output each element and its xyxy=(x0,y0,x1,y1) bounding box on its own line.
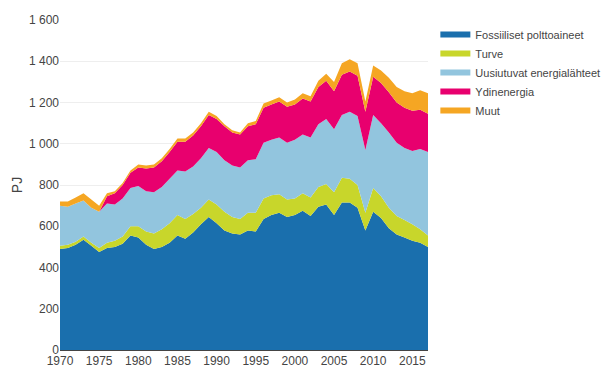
svg-text:600: 600 xyxy=(39,219,59,233)
svg-text:800: 800 xyxy=(39,178,59,192)
svg-text:2010: 2010 xyxy=(360,354,387,368)
svg-text:1970: 1970 xyxy=(47,354,74,368)
svg-text:1980: 1980 xyxy=(125,354,152,368)
svg-text:Muut: Muut xyxy=(475,105,499,117)
svg-text:1990: 1990 xyxy=(203,354,230,368)
svg-text:Uusiutuvat energialähteet: Uusiutuvat energialähteet xyxy=(475,67,600,79)
svg-text:200: 200 xyxy=(39,302,59,316)
svg-text:0: 0 xyxy=(52,343,59,357)
svg-text:PJ: PJ xyxy=(9,177,25,193)
svg-text:Turve: Turve xyxy=(475,48,503,60)
svg-text:2005: 2005 xyxy=(321,354,348,368)
svg-text:1985: 1985 xyxy=(164,354,191,368)
svg-text:1 600: 1 600 xyxy=(29,13,59,27)
svg-text:1 000: 1 000 xyxy=(29,137,59,151)
svg-text:400: 400 xyxy=(39,261,59,275)
svg-text:1995: 1995 xyxy=(242,354,269,368)
svg-text:2000: 2000 xyxy=(282,354,309,368)
svg-text:1975: 1975 xyxy=(86,354,113,368)
svg-text:Fossiiliset polttoaineet: Fossiiliset polttoaineet xyxy=(475,29,583,41)
svg-text:2015: 2015 xyxy=(399,354,426,368)
svg-text:1 400: 1 400 xyxy=(29,54,59,68)
svg-text:Ydinenergia: Ydinenergia xyxy=(475,86,535,98)
svg-text:1 200: 1 200 xyxy=(29,96,59,110)
